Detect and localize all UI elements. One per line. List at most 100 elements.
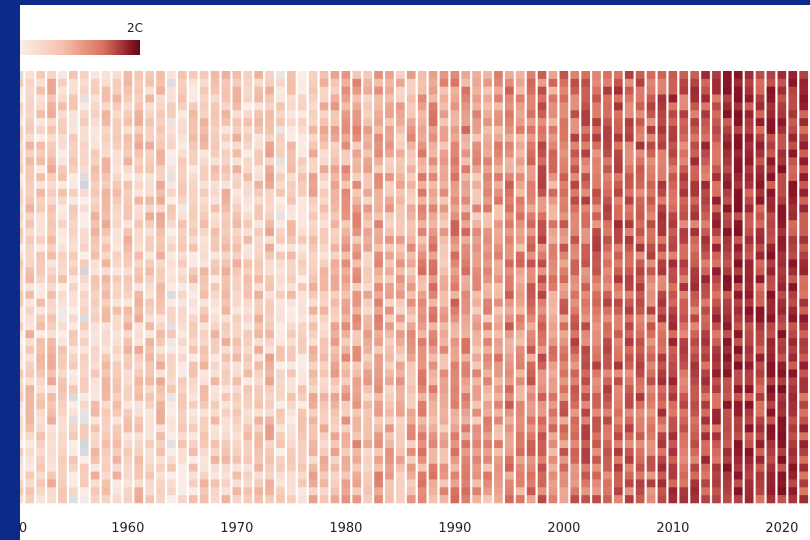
heat-cell [570, 157, 580, 166]
heat-cell [450, 173, 460, 182]
heat-cell [581, 94, 590, 103]
heat-cell [199, 110, 209, 119]
heat-cell [79, 369, 89, 378]
heat-cell [701, 243, 710, 252]
heat-cell [624, 102, 634, 111]
heat-cell [472, 188, 481, 197]
heat-cell [341, 220, 351, 229]
heat-cell [461, 400, 471, 410]
heat-cell [570, 78, 580, 87]
heat-cell [210, 133, 220, 142]
heat-cell [308, 235, 318, 245]
heat-cell [25, 424, 35, 433]
heat-cell [319, 220, 329, 229]
heat-cell [396, 188, 405, 197]
heat-cell [461, 283, 471, 292]
heat-cell [47, 448, 56, 457]
heat-cell [439, 110, 449, 119]
heat-cell [788, 424, 798, 433]
heat-cell [559, 86, 569, 95]
heat-cell [210, 330, 220, 339]
heat-cell [145, 86, 154, 95]
heat-cell [515, 290, 525, 300]
heat-cell [799, 243, 808, 252]
heat-cell [90, 385, 100, 394]
heat-cell [188, 94, 198, 103]
heat-cell [570, 432, 580, 441]
heat-cell [25, 86, 35, 95]
heat-cell [319, 290, 329, 300]
heat-cell [723, 408, 732, 417]
heat-cell [167, 141, 176, 150]
heat-cell [526, 361, 536, 370]
heat-cell [69, 188, 78, 197]
heat-cell [210, 118, 220, 127]
heat-cell [581, 251, 590, 260]
heat-cell [494, 448, 503, 457]
heat-cell [537, 377, 547, 386]
heat-cell [624, 71, 634, 80]
heat-cell [276, 220, 285, 229]
heat-cell [363, 369, 372, 378]
heat-cell [657, 432, 667, 441]
heat-cell [515, 298, 525, 307]
heat-cell [712, 220, 721, 229]
heat-cell [679, 361, 689, 370]
heat-cell [603, 400, 612, 410]
heat-cell [581, 173, 590, 182]
heat-cell [145, 235, 154, 245]
heat-cell [134, 188, 144, 197]
heat-cell [483, 361, 492, 370]
heat-cell [156, 228, 165, 237]
heat-cell [472, 408, 481, 417]
heat-cell [167, 251, 176, 260]
heat-cell [755, 204, 765, 213]
heat-cell [396, 102, 405, 111]
heat-cell [439, 125, 449, 135]
heat-cell [156, 243, 165, 252]
heat-cell [690, 267, 699, 276]
heat-cell [624, 149, 634, 158]
heat-cell [428, 495, 438, 504]
heat-cell [548, 369, 558, 378]
heat-cell [570, 369, 580, 378]
heat-cell [123, 110, 133, 119]
heat-cell [134, 251, 144, 260]
heat-cell [417, 290, 427, 300]
heat-cell [548, 440, 558, 449]
heat-cell [712, 133, 721, 142]
heat-cell [79, 149, 89, 158]
heat-cell [723, 455, 732, 465]
heat-cell [297, 369, 307, 378]
heat-cell [156, 424, 165, 433]
heat-cell [712, 463, 721, 472]
heat-cell [657, 220, 667, 229]
heat-cell [603, 259, 612, 268]
heat-cell [559, 408, 569, 417]
heat-cell [559, 212, 569, 221]
heat-cell [145, 448, 154, 457]
heat-cell [199, 306, 209, 315]
heat-cell [396, 290, 405, 300]
heat-cell [505, 283, 514, 292]
heat-cell [581, 377, 590, 386]
heat-cell [243, 133, 253, 142]
heat-cell [755, 180, 765, 190]
heat-cell [766, 133, 776, 142]
heat-cell [483, 94, 492, 103]
heat-cell [450, 110, 460, 119]
heat-cell [101, 149, 111, 158]
heat-cell [123, 212, 133, 221]
heat-cell [276, 306, 285, 315]
heat-cell [221, 440, 231, 449]
heat-cell [581, 353, 590, 362]
heat-cell [156, 188, 165, 197]
heat-cell [90, 290, 100, 300]
heat-cell [210, 455, 220, 465]
heat-cell [777, 71, 787, 80]
heat-cell [766, 377, 776, 386]
heat-cell [221, 314, 231, 323]
heat-cell [167, 314, 176, 323]
heat-cell [145, 361, 154, 370]
heat-cell [47, 283, 56, 292]
